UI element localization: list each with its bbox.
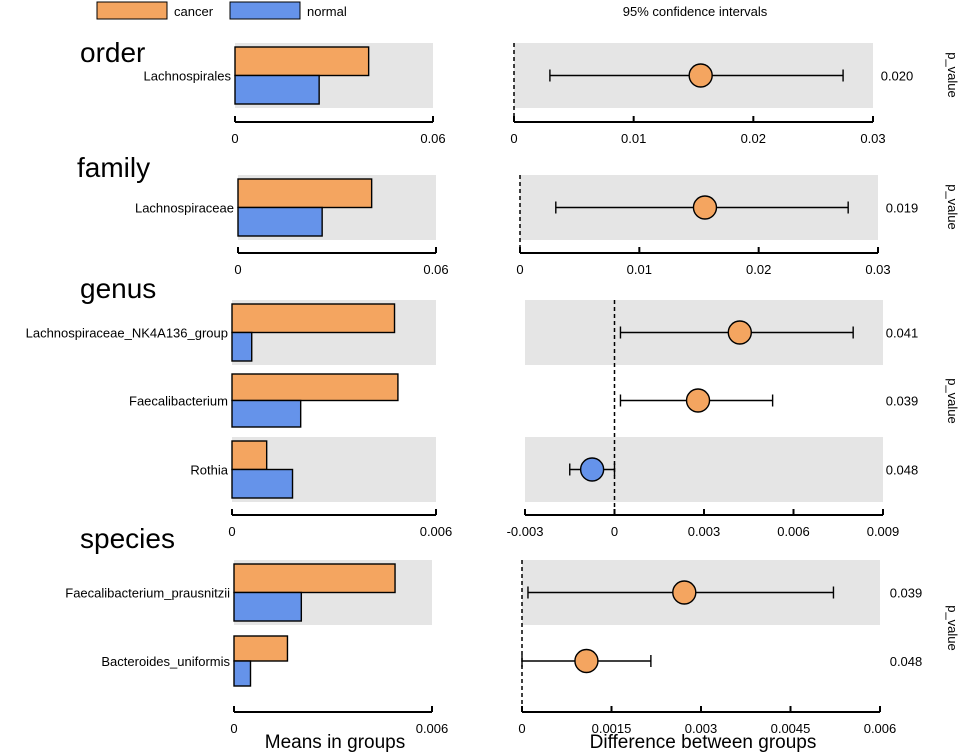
- p-value: 0.048: [886, 463, 919, 478]
- bar-normal: [231, 468, 294, 499]
- ci-point-cancer: [692, 195, 718, 220]
- p-value-title: p_value: [945, 52, 960, 98]
- legend-swatch-normal: [229, 1, 301, 20]
- panel-title-genus: genus: [80, 273, 156, 304]
- ci-tick-label: 0.006: [777, 524, 810, 539]
- p-value: 0.039: [886, 394, 919, 409]
- legend-label-cancer: cancer: [174, 4, 214, 19]
- ci-title: 95% confidence intervals: [623, 4, 768, 19]
- p-value: 0.041: [886, 326, 919, 341]
- p-value: 0.019: [886, 201, 919, 216]
- ci-tick-label: -0.003: [507, 524, 544, 539]
- ci-point-cancer: [727, 320, 752, 345]
- ci-tick-label: 0.01: [627, 262, 652, 277]
- ci-tick-label: 0.0045: [771, 721, 811, 736]
- ci-tick-label: 0.006: [864, 721, 897, 736]
- left-axis-title: Means in groups: [265, 732, 405, 753]
- ci-tick-label: 0: [516, 262, 523, 277]
- ci-tick-label: 0.03: [865, 262, 890, 277]
- bar-normal: [231, 331, 253, 362]
- p-value: 0.048: [890, 654, 923, 669]
- panel-title-species: species: [80, 523, 175, 554]
- ci-tick-label: 0.02: [746, 262, 771, 277]
- panel-species: species Faecalibacterium_prausnitzii Bacte…: [65, 523, 960, 736]
- ci-tick-label: 0.03: [860, 131, 885, 146]
- bar-tick-label: 0: [231, 131, 238, 146]
- panel-genus: genus Lachnospiraceae_NK4A136_group Faecal…: [26, 273, 960, 539]
- ci-point-cancer: [574, 648, 599, 674]
- ci-point-cancer: [688, 63, 713, 88]
- bar-tick-label: 0.06: [420, 131, 445, 146]
- bar-cancer: [231, 373, 399, 402]
- bar-cancer: [231, 303, 396, 334]
- p-value-title: p_value: [945, 184, 960, 230]
- legend-label-normal: normal: [307, 4, 347, 19]
- bar-normal: [233, 660, 252, 687]
- ci-tick-label: 0.02: [741, 131, 766, 146]
- category-label: Lachnospiraceae: [135, 201, 234, 216]
- p-value: 0.039: [890, 586, 923, 601]
- p-value: 0.020: [881, 69, 914, 84]
- bar-tick-label: 0.006: [416, 721, 449, 736]
- category-label: Rothia: [190, 463, 228, 478]
- ci-tick-label: 0: [611, 524, 618, 539]
- right-axis-title: Difference between groups: [590, 732, 817, 753]
- ci-tick-label: 0.003: [688, 524, 721, 539]
- bar-normal: [231, 399, 302, 428]
- category-label: Faecalibacterium_prausnitzii: [65, 586, 230, 601]
- p-value-title: p_value: [945, 378, 960, 424]
- bar-tick-label: 0.06: [423, 262, 448, 277]
- category-label: Faecalibacterium: [129, 394, 228, 409]
- bar-tick-label: 0: [230, 721, 237, 736]
- bar-tick-label: 0: [228, 524, 235, 539]
- bar-normal: [233, 591, 303, 622]
- ci-tick-label: 0.003: [685, 721, 718, 736]
- ci-tick-label: 0.009: [867, 524, 900, 539]
- bar-cancer: [233, 563, 396, 594]
- bar-normal: [234, 74, 320, 105]
- ci-point-cancer: [672, 580, 697, 605]
- bar-cancer: [231, 440, 268, 471]
- ci-tick-label: 0.01: [621, 131, 646, 146]
- ci-tick-label: 0.0015: [592, 721, 632, 736]
- category-label: Lachnospirales: [144, 69, 232, 84]
- panel-family: family Lachnospiraceae 0 0.06 0.019 0 0.01 0.02…: [77, 152, 960, 277]
- category-label: Bacteroides_uniformis: [101, 654, 230, 669]
- bar-cancer: [234, 46, 370, 77]
- bar-tick-label: 0: [234, 262, 241, 277]
- bar-tick-label: 0.006: [420, 524, 453, 539]
- legend-swatch-cancer: [96, 1, 168, 20]
- ci-point-normal: [579, 457, 605, 482]
- panel-title-family: family: [77, 152, 150, 183]
- category-label: Lachnospiraceae_NK4A136_group: [26, 326, 228, 341]
- bar-normal: [237, 206, 323, 237]
- bar-cancer: [237, 178, 373, 209]
- p-value-title: p_value: [945, 605, 960, 651]
- panel-title-order: order: [80, 37, 145, 68]
- ci-point-cancer: [685, 388, 711, 413]
- ci-tick-label: 0: [518, 721, 525, 736]
- ci-tick-label: 0: [510, 131, 517, 146]
- bar-cancer: [233, 635, 289, 662]
